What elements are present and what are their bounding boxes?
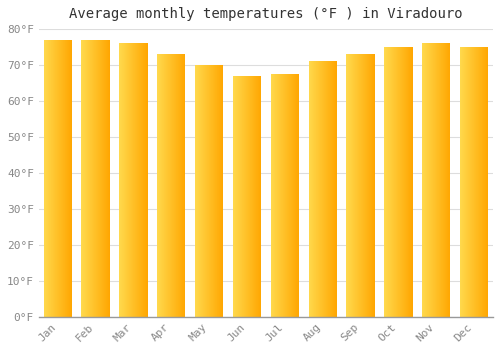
Title: Average monthly temperatures (°F ) in Viradouro: Average monthly temperatures (°F ) in Vi… <box>69 7 462 21</box>
